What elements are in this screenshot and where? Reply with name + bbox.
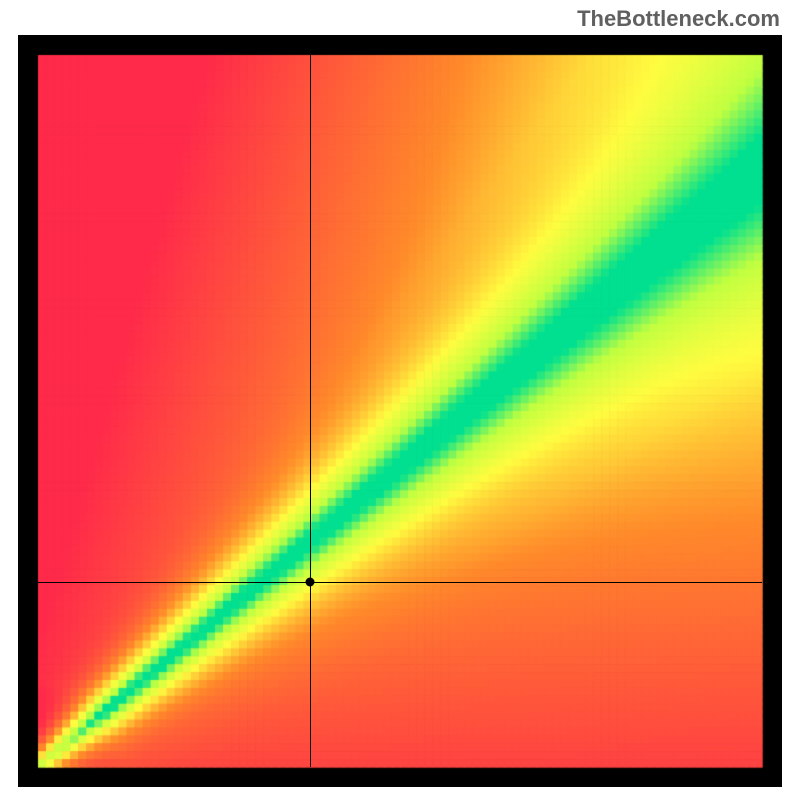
- heatmap-chart: [18, 35, 782, 787]
- watermark-text: TheBottleneck.com: [577, 6, 780, 32]
- crosshair-horizontal: [38, 582, 762, 583]
- crosshair-vertical: [310, 55, 311, 767]
- marker-dot: [305, 577, 314, 586]
- heatmap-canvas: [18, 35, 782, 787]
